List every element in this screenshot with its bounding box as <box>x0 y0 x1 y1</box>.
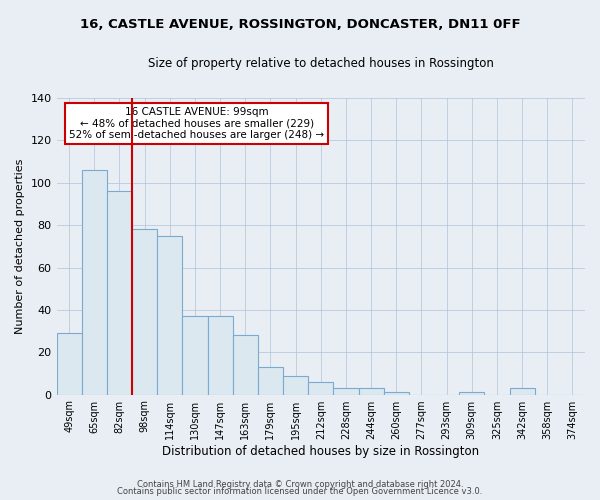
Bar <box>459 392 484 394</box>
Text: Contains public sector information licensed under the Open Government Licence v3: Contains public sector information licen… <box>118 487 482 496</box>
Bar <box>509 388 535 394</box>
Bar <box>233 336 258 394</box>
Bar <box>107 191 132 394</box>
Bar <box>82 170 107 394</box>
Bar <box>56 333 82 394</box>
Bar <box>258 367 283 394</box>
Bar <box>157 236 182 394</box>
Text: Contains HM Land Registry data © Crown copyright and database right 2024.: Contains HM Land Registry data © Crown c… <box>137 480 463 489</box>
Bar <box>383 392 409 394</box>
Bar <box>283 376 308 394</box>
Bar <box>308 382 334 394</box>
Y-axis label: Number of detached properties: Number of detached properties <box>15 158 25 334</box>
Title: Size of property relative to detached houses in Rossington: Size of property relative to detached ho… <box>148 58 494 70</box>
Text: 16, CASTLE AVENUE, ROSSINGTON, DONCASTER, DN11 0FF: 16, CASTLE AVENUE, ROSSINGTON, DONCASTER… <box>80 18 520 30</box>
Bar <box>334 388 359 394</box>
Bar <box>182 316 208 394</box>
X-axis label: Distribution of detached houses by size in Rossington: Distribution of detached houses by size … <box>162 444 479 458</box>
Bar <box>359 388 383 394</box>
Bar <box>132 230 157 394</box>
Bar <box>208 316 233 394</box>
Text: 16 CASTLE AVENUE: 99sqm
← 48% of detached houses are smaller (229)
52% of semi-d: 16 CASTLE AVENUE: 99sqm ← 48% of detache… <box>69 107 324 140</box>
